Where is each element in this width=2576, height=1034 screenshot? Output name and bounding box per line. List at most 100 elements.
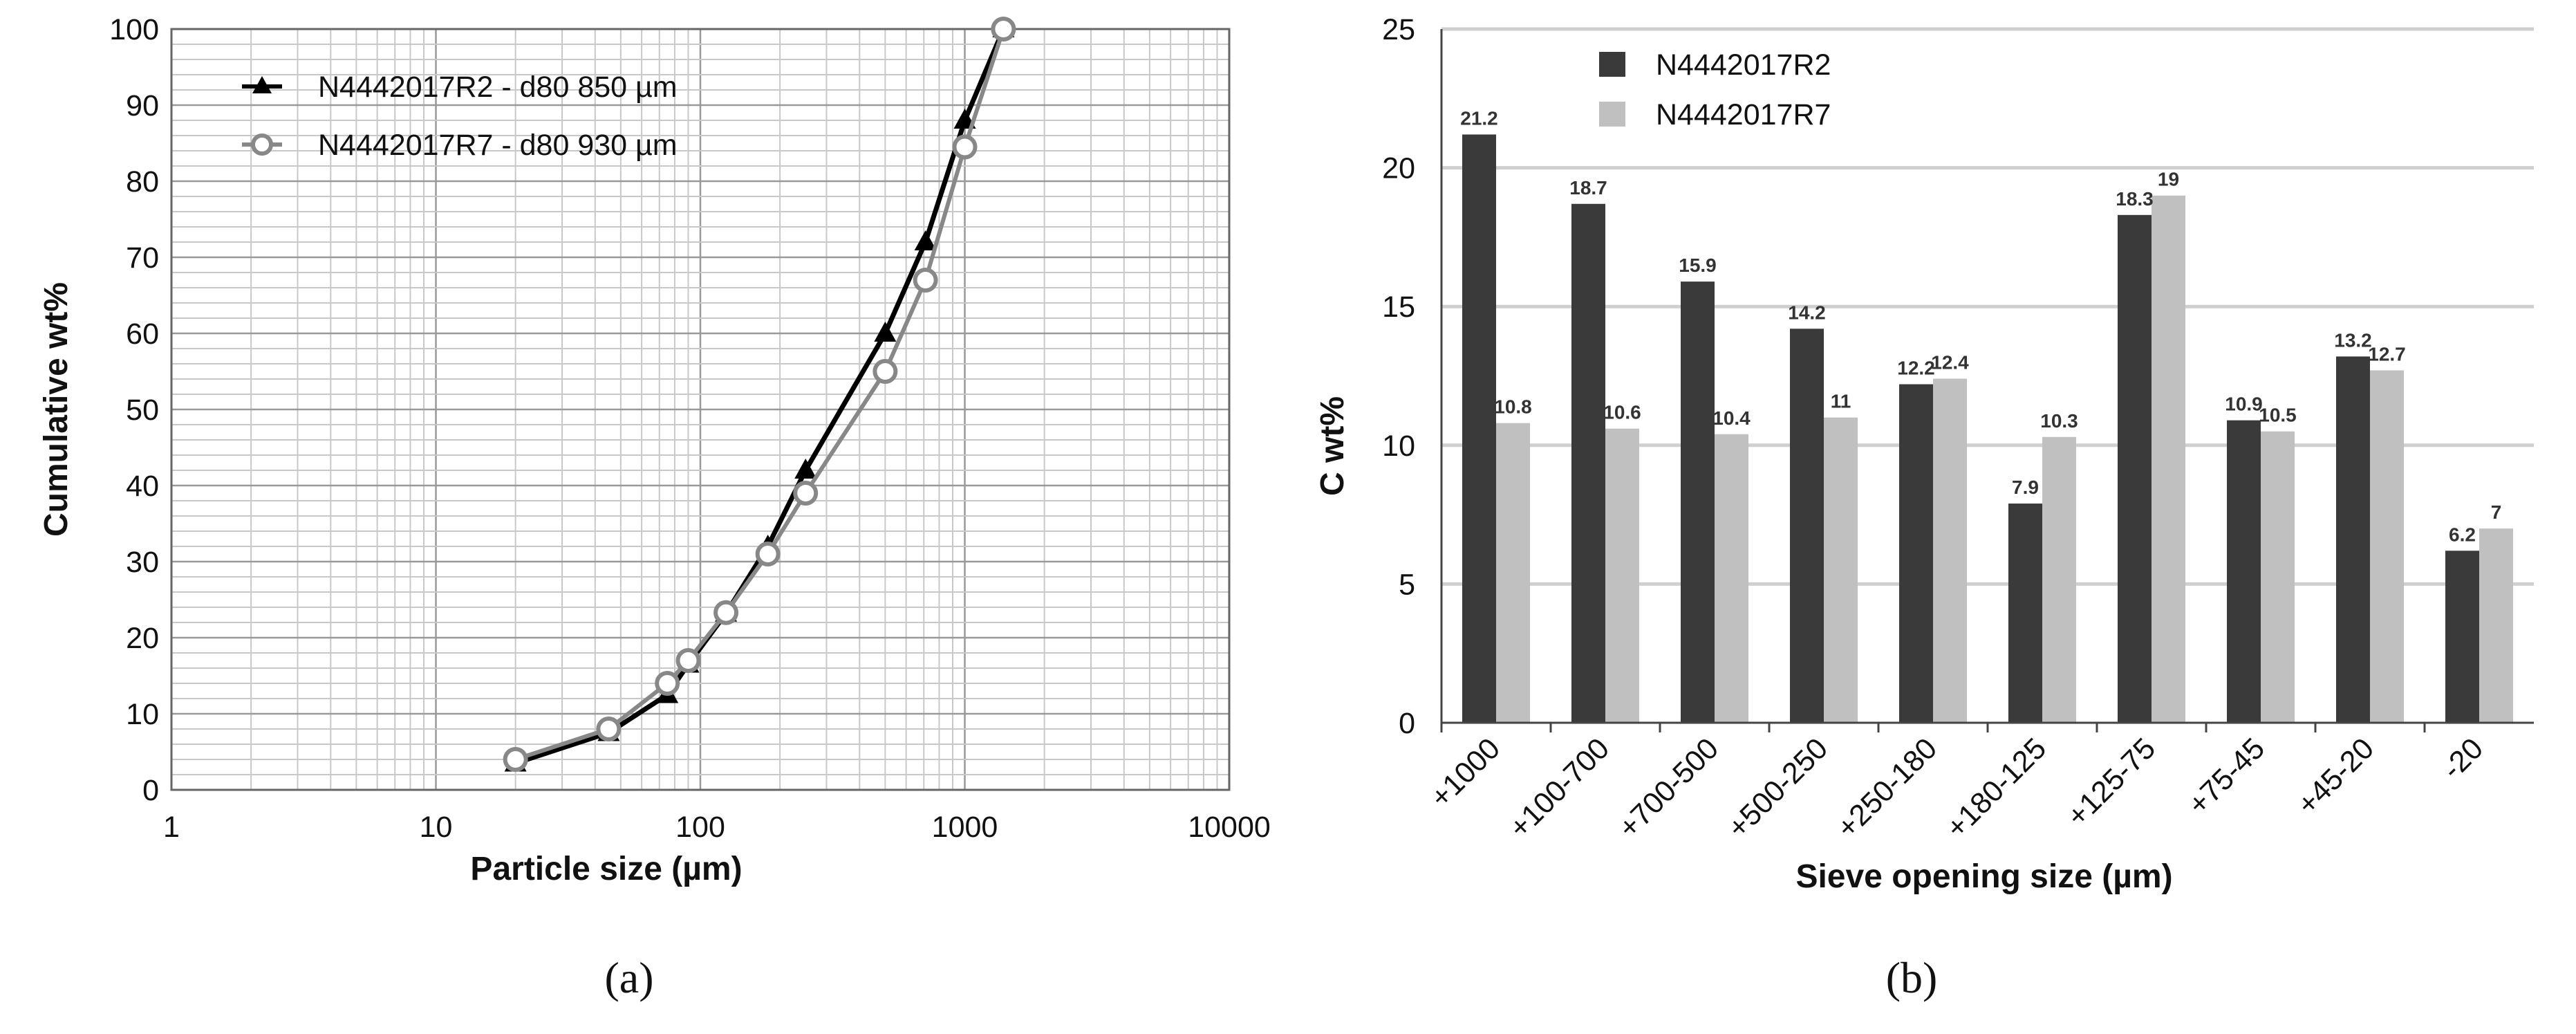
- chart-a-point: [755, 542, 781, 566]
- chart-a-point: [952, 134, 978, 160]
- chart-a-x-tick: 1000: [932, 811, 998, 844]
- chart-b-x-tick: +700-500: [1612, 732, 1725, 844]
- chart-a-point: [713, 600, 739, 625]
- chart-b-x-tick: +250-180: [1831, 732, 1943, 844]
- chart-b-bar: [2479, 528, 2513, 723]
- chart-a-y-tick: 0: [142, 774, 159, 807]
- chart-b-data-label: 12.2: [1897, 358, 1935, 379]
- chart-b-legend-label: N4442017R7: [1656, 98, 1831, 131]
- chart-b-bar: [2042, 436, 2076, 723]
- chart-b-data-label: 10.6: [1603, 402, 1641, 423]
- chart-b-data-label: 7: [2491, 501, 2502, 523]
- chart-b-bar: [2261, 431, 2295, 723]
- chart-b-data-label: 21.2: [1460, 107, 1498, 129]
- chart-a-y-tick: 80: [126, 165, 159, 199]
- chart-a-x-tick: 1: [163, 811, 180, 844]
- chart-b-data-label: 6.2: [2449, 524, 2476, 545]
- chart-b-data-label: 19: [2158, 169, 2179, 190]
- chart-b-bar: [1462, 134, 1496, 723]
- chart-b-y-tick-labels: 0 5 10 15 20 25: [1382, 13, 1415, 740]
- chart-b-data-label: 13.2: [2334, 329, 2372, 351]
- chart-b-bar: [2152, 195, 2185, 723]
- chart-a-y-tick: 100: [109, 13, 159, 46]
- chart-b-data-label: 10.5: [2259, 405, 2297, 426]
- chart-b-bar: [1790, 329, 1824, 723]
- chart-b-x-tick: -20: [2436, 732, 2490, 786]
- chart-a-legend-marker: [252, 76, 272, 93]
- chart-b-x-tick: +100-700: [1503, 732, 1616, 844]
- chart-a-y-tick: 10: [126, 698, 159, 731]
- chart-b-bars: [1462, 134, 2513, 723]
- chart-a-point: [914, 230, 937, 250]
- chart-b-bar: [2227, 420, 2261, 723]
- chart-a-point: [503, 747, 528, 772]
- chart-b-y-tick: 10: [1382, 430, 1415, 463]
- chart-a-x-tick: 100: [675, 811, 725, 844]
- chart-a-y-tick: 20: [126, 622, 159, 655]
- chart-b-x-tick-labels: +1000+100-700+700-500+500-250+250-180+18…: [1424, 723, 2490, 844]
- chart-b-legend-swatch: [1599, 102, 1625, 127]
- chart-a-point: [874, 322, 897, 342]
- chart-a-legend: N4442017R2 - d80 850 µm N4442017R7 - d80 …: [242, 71, 678, 162]
- chart-a-y-tick: 70: [126, 241, 159, 275]
- chart-a-y-tick-labels: 0 10 20 30 40 50 60 70 80 90 100: [109, 13, 159, 807]
- chart-b-x-tick: +180-125: [1940, 732, 2053, 844]
- chart-b-data-label: 11: [1831, 391, 1851, 412]
- chart-b-caption: (b): [1886, 953, 1938, 1002]
- chart-b-bar: [1933, 378, 1967, 723]
- chart-a-series: [503, 17, 1016, 772]
- chart-b: 0 5 10 15 20 25 21.2 10.8 18.7 10.6 15.9 10.4 14.2 1…: [1314, 13, 2534, 1002]
- chart-b-data-label: 7.9: [2012, 477, 2039, 498]
- chart-b-data-label: 14.2: [1788, 302, 1826, 323]
- chart-b-data-label: 12.7: [2368, 343, 2406, 364]
- chart-a-y-axis-title: Cumulative wt%: [38, 282, 75, 537]
- chart-a-caption: (a): [604, 953, 653, 1002]
- chart-b-legend-swatch: [1599, 52, 1625, 77]
- chart-a-legend-label: N4442017R2 - d80 850 µm: [318, 71, 678, 104]
- chart-b-bar: [1571, 203, 1605, 723]
- chart-a-legend-marker: [251, 133, 273, 156]
- chart-b-legend-label: N4442017R2: [1656, 48, 1831, 82]
- chart-a-point: [872, 359, 898, 384]
- chart-a-plot-border: [170, 28, 1231, 791]
- chart-b-data-label: 18.7: [1569, 177, 1607, 199]
- chart-b-bar: [2445, 551, 2479, 723]
- chart-a-point: [794, 459, 817, 479]
- chart-b-x-tick: +45-20: [2291, 732, 2380, 821]
- chart-a-legend-label: N4442017R7 - d80 930 µm: [318, 129, 678, 162]
- chart-a-point: [793, 481, 819, 506]
- chart-b-bar: [2336, 356, 2370, 723]
- chart-b-x-tick: +500-250: [1721, 732, 1834, 844]
- chart-a-y-tick: 60: [126, 317, 159, 351]
- chart-b-bar: [1899, 384, 1933, 723]
- chart-b-y-axis-title: C wt%: [1314, 396, 1351, 496]
- chart-b-data-label: 10.9: [2225, 394, 2263, 415]
- chart-a-point: [596, 717, 622, 741]
- chart-b-y-tick: 25: [1382, 13, 1415, 46]
- chart-a-y-tick: 50: [126, 394, 159, 427]
- chart-b-bar: [1715, 434, 1748, 723]
- chart-b-bar: [2370, 370, 2404, 723]
- chart-a-x-axis-title: Particle size (µm): [470, 851, 742, 887]
- chart-a-point: [655, 671, 680, 696]
- chart-b-data-label: 10.8: [1494, 396, 1532, 418]
- chart-b-bar: [2008, 504, 2042, 723]
- chart-a-point: [675, 648, 701, 673]
- chart-b-x-tick: +1000: [1424, 732, 1506, 814]
- chart-b-y-tick: 5: [1399, 568, 1415, 601]
- chart-a-x-tick: 10000: [1188, 811, 1271, 844]
- chart-a-y-tick: 90: [126, 89, 159, 122]
- chart-a-x-tick-labels: 1 10 100 1000 10000: [163, 811, 1271, 844]
- chart-b-y-tick: 20: [1382, 152, 1415, 185]
- chart-b-data-label: 18.3: [2116, 188, 2154, 210]
- chart-b-bar: [1824, 417, 1858, 723]
- chart-b-legend: N4442017R2 N4442017R7: [1599, 48, 1831, 131]
- chart-b-data-label: 10.4: [1712, 407, 1751, 429]
- chart-b-data-label: 15.9: [1679, 255, 1717, 276]
- chart-a-point: [913, 268, 938, 293]
- chart-b-bar: [2118, 214, 2152, 723]
- chart-b-data-label: 12.4: [1931, 352, 1969, 373]
- chart-a-grid: [171, 29, 1229, 790]
